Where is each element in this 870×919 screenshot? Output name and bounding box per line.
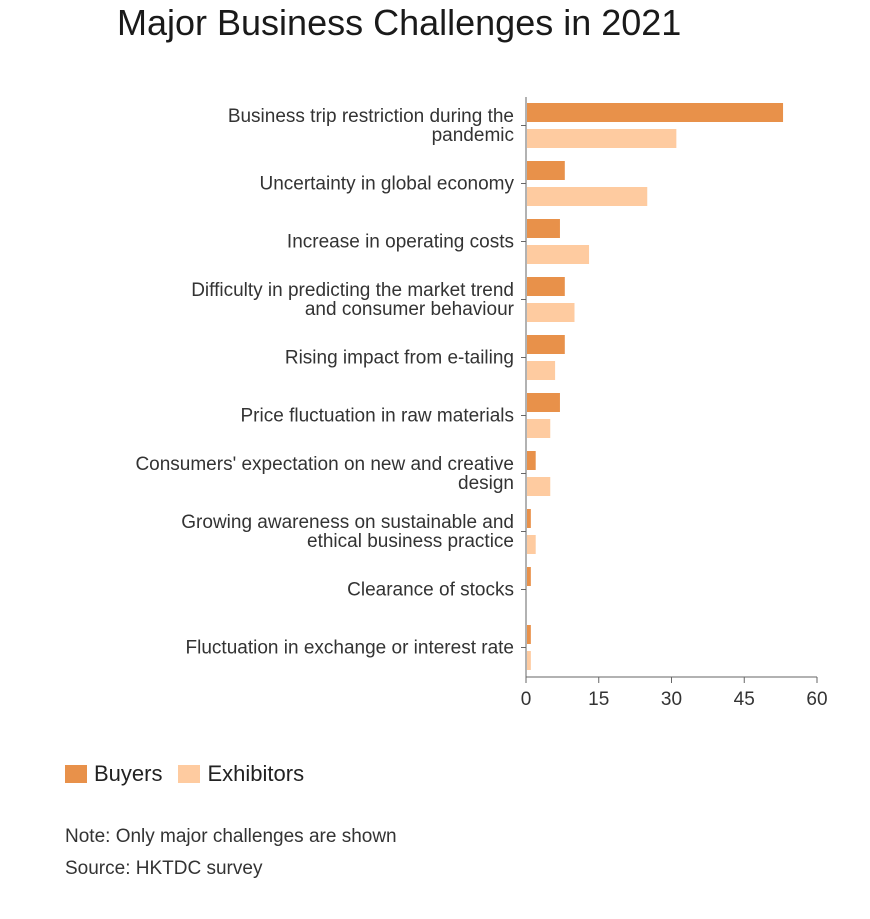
bar-buyers-3 — [527, 277, 565, 296]
bar-buyers-5 — [527, 393, 560, 412]
category-label-2: Increase in operating costs — [287, 232, 514, 253]
category-label-1: Uncertainty in global economy — [259, 174, 514, 195]
bar-buyers-0 — [527, 103, 784, 122]
chart-title: Major Business Challenges in 2021 — [117, 2, 682, 43]
bar-exhibitors-4 — [527, 361, 556, 380]
bar-exhibitors-0 — [527, 129, 677, 148]
category-label-8: Clearance of stocks — [347, 580, 514, 601]
legend-label-exhibitors: Exhibitors — [207, 761, 305, 786]
bar-buyers-4 — [527, 335, 565, 354]
legend-item-exhibitors[interactable]: Exhibitors — [178, 761, 304, 787]
bar-buyers-9 — [527, 625, 531, 644]
bar-buyers-6 — [527, 451, 536, 470]
bar-exhibitors-9 — [527, 651, 531, 670]
legend-item-buyers[interactable]: Buyers — [65, 761, 162, 787]
bar-exhibitors-5 — [527, 419, 551, 438]
x-tick-label-60: 60 — [806, 689, 827, 710]
category-label-3-line-0: Difficulty in predicting the market tren… — [191, 280, 514, 301]
category-label-7-line-0: Growing awareness on sustainable and — [181, 512, 514, 533]
x-tick-label-45: 45 — [734, 689, 755, 710]
legend-label-buyers: Buyers — [94, 761, 163, 786]
chart-source: Source: HKTDC survey — [65, 858, 263, 879]
bar-exhibitors-3 — [527, 303, 575, 322]
x-tick-label-15: 15 — [588, 689, 609, 710]
category-label-7-line-1: ethical business practice — [307, 531, 514, 552]
category-label-6-line-0: Consumers' expectation on new and creati… — [135, 454, 514, 475]
bar-exhibitors-1 — [527, 187, 648, 206]
category-label-3-line-1: and consumer behaviour — [305, 299, 515, 320]
category-label-5: Price fluctuation in raw materials — [241, 406, 515, 427]
bar-buyers-1 — [527, 161, 565, 180]
chart-note: Note: Only major challenges are shown — [65, 826, 397, 847]
bar-exhibitors-7 — [527, 535, 536, 554]
category-label-6-line-1: design — [458, 473, 514, 494]
bar-exhibitors-2 — [527, 245, 590, 264]
bar-buyers-7 — [527, 509, 531, 528]
category-label-9: Fluctuation in exchange or interest rate — [186, 638, 514, 659]
bar-buyers-2 — [527, 219, 560, 238]
legend-swatch-buyers — [65, 765, 87, 783]
bar-exhibitors-6 — [527, 477, 551, 496]
legend: Buyers Exhibitors — [65, 761, 320, 787]
bar-buyers-8 — [527, 567, 531, 586]
x-tick-label-0: 0 — [521, 689, 532, 710]
x-tick-label-30: 30 — [661, 689, 682, 710]
bar-chart: Business trip restriction during thepand… — [135, 97, 828, 710]
legend-swatch-exhibitors — [178, 765, 201, 783]
category-label-0-line-1: pandemic — [432, 125, 514, 146]
category-label-0-line-0: Business trip restriction during the — [228, 106, 514, 127]
category-label-4: Rising impact from e-tailing — [285, 348, 514, 369]
